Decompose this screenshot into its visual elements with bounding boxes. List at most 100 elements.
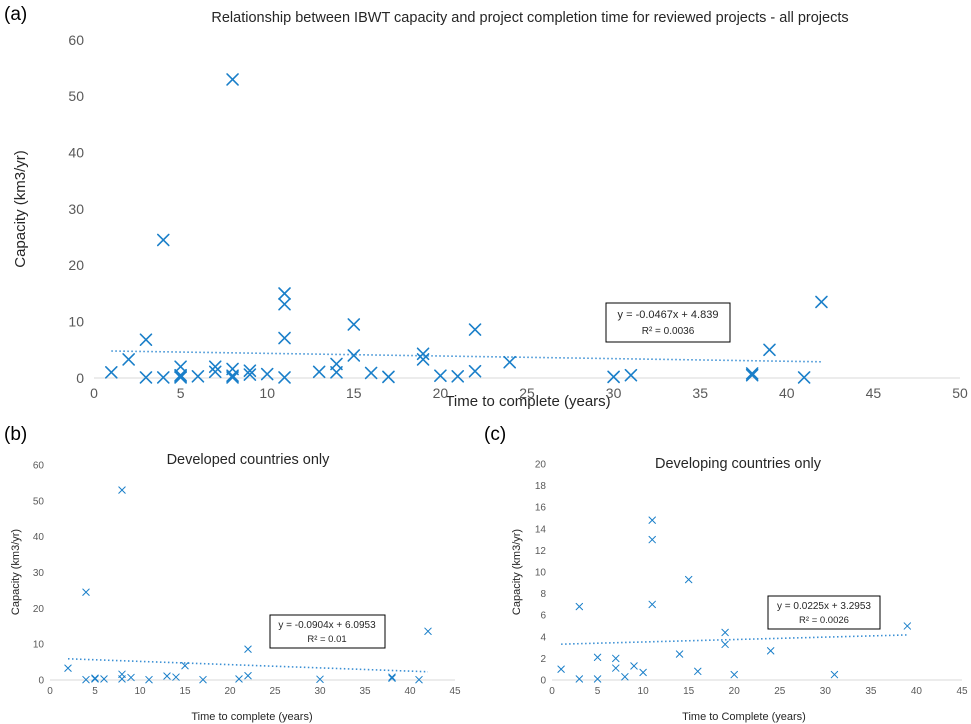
panel-a-data-point <box>797 371 811 384</box>
panel-a-data-point <box>260 367 274 381</box>
panel-c-data-point <box>694 667 702 676</box>
panel-a-data-point <box>122 353 135 366</box>
panel-b-x-tick-label: 5 <box>92 686 98 697</box>
panel-b-x-tick-label: 10 <box>134 686 146 697</box>
panel-a-data-point <box>607 370 620 384</box>
panel-b-x-tick-label: 0 <box>47 686 53 697</box>
panel-a-equation-box <box>605 302 731 343</box>
panel-c-data-point <box>730 670 738 679</box>
panel-b-data-point <box>118 675 126 683</box>
panel-b-data-point <box>415 675 423 684</box>
panel-a-data-point <box>434 369 447 383</box>
panel-a-data-point <box>226 371 239 384</box>
panel-c-data-point <box>639 668 647 677</box>
panel-c-x-tick-label: 15 <box>683 686 695 697</box>
panel-a-data-point <box>347 318 361 331</box>
panel-a-x-tick-label: 15 <box>346 385 362 401</box>
panel-c-trendline <box>561 634 908 645</box>
panel-a-r-squared: R² = 0.0036 <box>642 326 695 337</box>
panel-c-data-point <box>612 664 620 672</box>
panel-c-y-tick-label: 6 <box>540 611 546 622</box>
panel-a-data-point <box>382 370 395 384</box>
panel-c-equation: y = 0.0225x + 3.2953 <box>777 601 871 612</box>
panel-c-data-point <box>621 673 629 681</box>
panel-c-data-point <box>903 622 912 630</box>
panel-c-x-tick-label: 35 <box>865 686 877 697</box>
panel-b-data-point <box>199 675 207 684</box>
panel-a-xlabel: Time to complete (years) <box>445 393 610 410</box>
panel-a-x-tick-label: 0 <box>90 385 98 401</box>
panel-b-data-point <box>91 675 99 683</box>
panel-b-y-tick-label: 40 <box>33 532 45 543</box>
panel-a-data-point <box>191 370 205 383</box>
panel-b-x-tick-label: 35 <box>359 686 371 697</box>
panel-c-x-tick-label: 5 <box>595 686 601 697</box>
panel-a-y-tick-label: 40 <box>68 145 84 161</box>
panel-a-data-point <box>763 343 776 357</box>
panel-a-data-point <box>226 73 239 86</box>
panel-a-y-tick-label: 20 <box>68 257 84 273</box>
panel-c-data-point <box>557 665 565 673</box>
panel-c-data-point <box>630 662 638 670</box>
panel-a-data-point <box>347 349 361 362</box>
panel-c: (c) Developing countries only Capacity (… <box>484 424 968 723</box>
panel-c-y-tick-label: 20 <box>535 460 547 471</box>
panel-b-r-squared: R² = 0.01 <box>307 634 346 645</box>
panel-a-ylabel: Capacity (km3/yr) <box>12 150 29 268</box>
panel-b-data-point <box>118 486 126 494</box>
panel-a-x-tick-label: 40 <box>779 385 795 401</box>
panel-b-data-point <box>316 675 324 683</box>
panel-a-data-point <box>105 366 118 379</box>
panel-c-x-tick-label: 45 <box>956 686 968 697</box>
panel-a-data-point <box>468 364 482 378</box>
panel-b: (b) Developed countries only Capacity (k… <box>4 424 461 723</box>
panel-a-data-point <box>745 368 759 382</box>
panel-c-y-tick-label: 12 <box>535 546 547 557</box>
panel-c-x-tick-label: 30 <box>820 686 832 697</box>
panel-a-data-point <box>278 331 291 345</box>
panel-a-data-point <box>278 371 291 384</box>
panel-b-y-tick-label: 60 <box>33 461 45 472</box>
panel-a-data-point <box>364 366 378 380</box>
panel-a: (a) Relationship between IBWT capacity a… <box>4 4 968 410</box>
panel-c-y-tick-label: 18 <box>535 481 547 492</box>
panel-c-data-point <box>830 670 839 679</box>
panel-b-x-tick-label: 20 <box>224 686 236 697</box>
panel-c-x-tick-label: 0 <box>549 686 555 697</box>
panel-c-x-tick-label: 20 <box>729 686 741 697</box>
panel-c-y-tick-label: 10 <box>535 568 547 579</box>
panel-b-data-point <box>388 674 396 682</box>
panel-b-data-point <box>91 674 99 682</box>
panel-a-x-tick-label: 5 <box>177 385 185 401</box>
panel-a-label: (a) <box>4 4 27 25</box>
panel-a-x-tick-label: 50 <box>952 385 968 401</box>
panel-b-equation-box <box>269 614 386 649</box>
panel-a-x-tick-label: 20 <box>433 385 449 401</box>
panel-c-data-point <box>766 647 775 655</box>
panel-b-data-point <box>163 672 171 680</box>
panel-c-plot: 0 5 10 15 20 25 30 35 40 45 0 2 4 6 8 10 12 14 16 18 20 <box>535 460 968 698</box>
panel-c-xlabel: Time to Complete (years) <box>682 711 806 723</box>
panel-a-data-point <box>503 355 516 369</box>
panel-c-label: (c) <box>484 424 506 445</box>
panel-c-x-tick-label: 25 <box>774 686 786 697</box>
panel-c-y-tick-label: 4 <box>540 632 546 643</box>
panel-a-plot: 0 5 10 15 20 25 30 35 40 45 50 0 10 20 30 40 50 60 <box>68 32 968 401</box>
panel-b-data-point <box>424 627 432 635</box>
panel-a-data-point <box>451 370 465 383</box>
panel-c-data-point <box>721 640 729 649</box>
panel-b-y-tick-label: 50 <box>33 496 45 507</box>
panel-b-title: Developed countries only <box>167 452 331 468</box>
panel-b-y-tick-label: 20 <box>33 604 45 615</box>
panel-c-data-point <box>575 602 584 611</box>
panel-c-y-tick-label: 8 <box>540 589 546 600</box>
panel-a-data-point <box>330 366 343 379</box>
panel-c-y-tick-label: 0 <box>540 676 546 687</box>
panel-b-label: (b) <box>4 424 27 445</box>
panel-b-data-point <box>172 673 180 681</box>
panel-c-y-tick-label: 16 <box>535 503 547 514</box>
panel-a-data-point <box>174 370 187 383</box>
panel-a-y-tick-label: 0 <box>76 370 84 386</box>
panel-a-data-point <box>226 369 239 383</box>
panel-a-data-point <box>278 287 291 300</box>
